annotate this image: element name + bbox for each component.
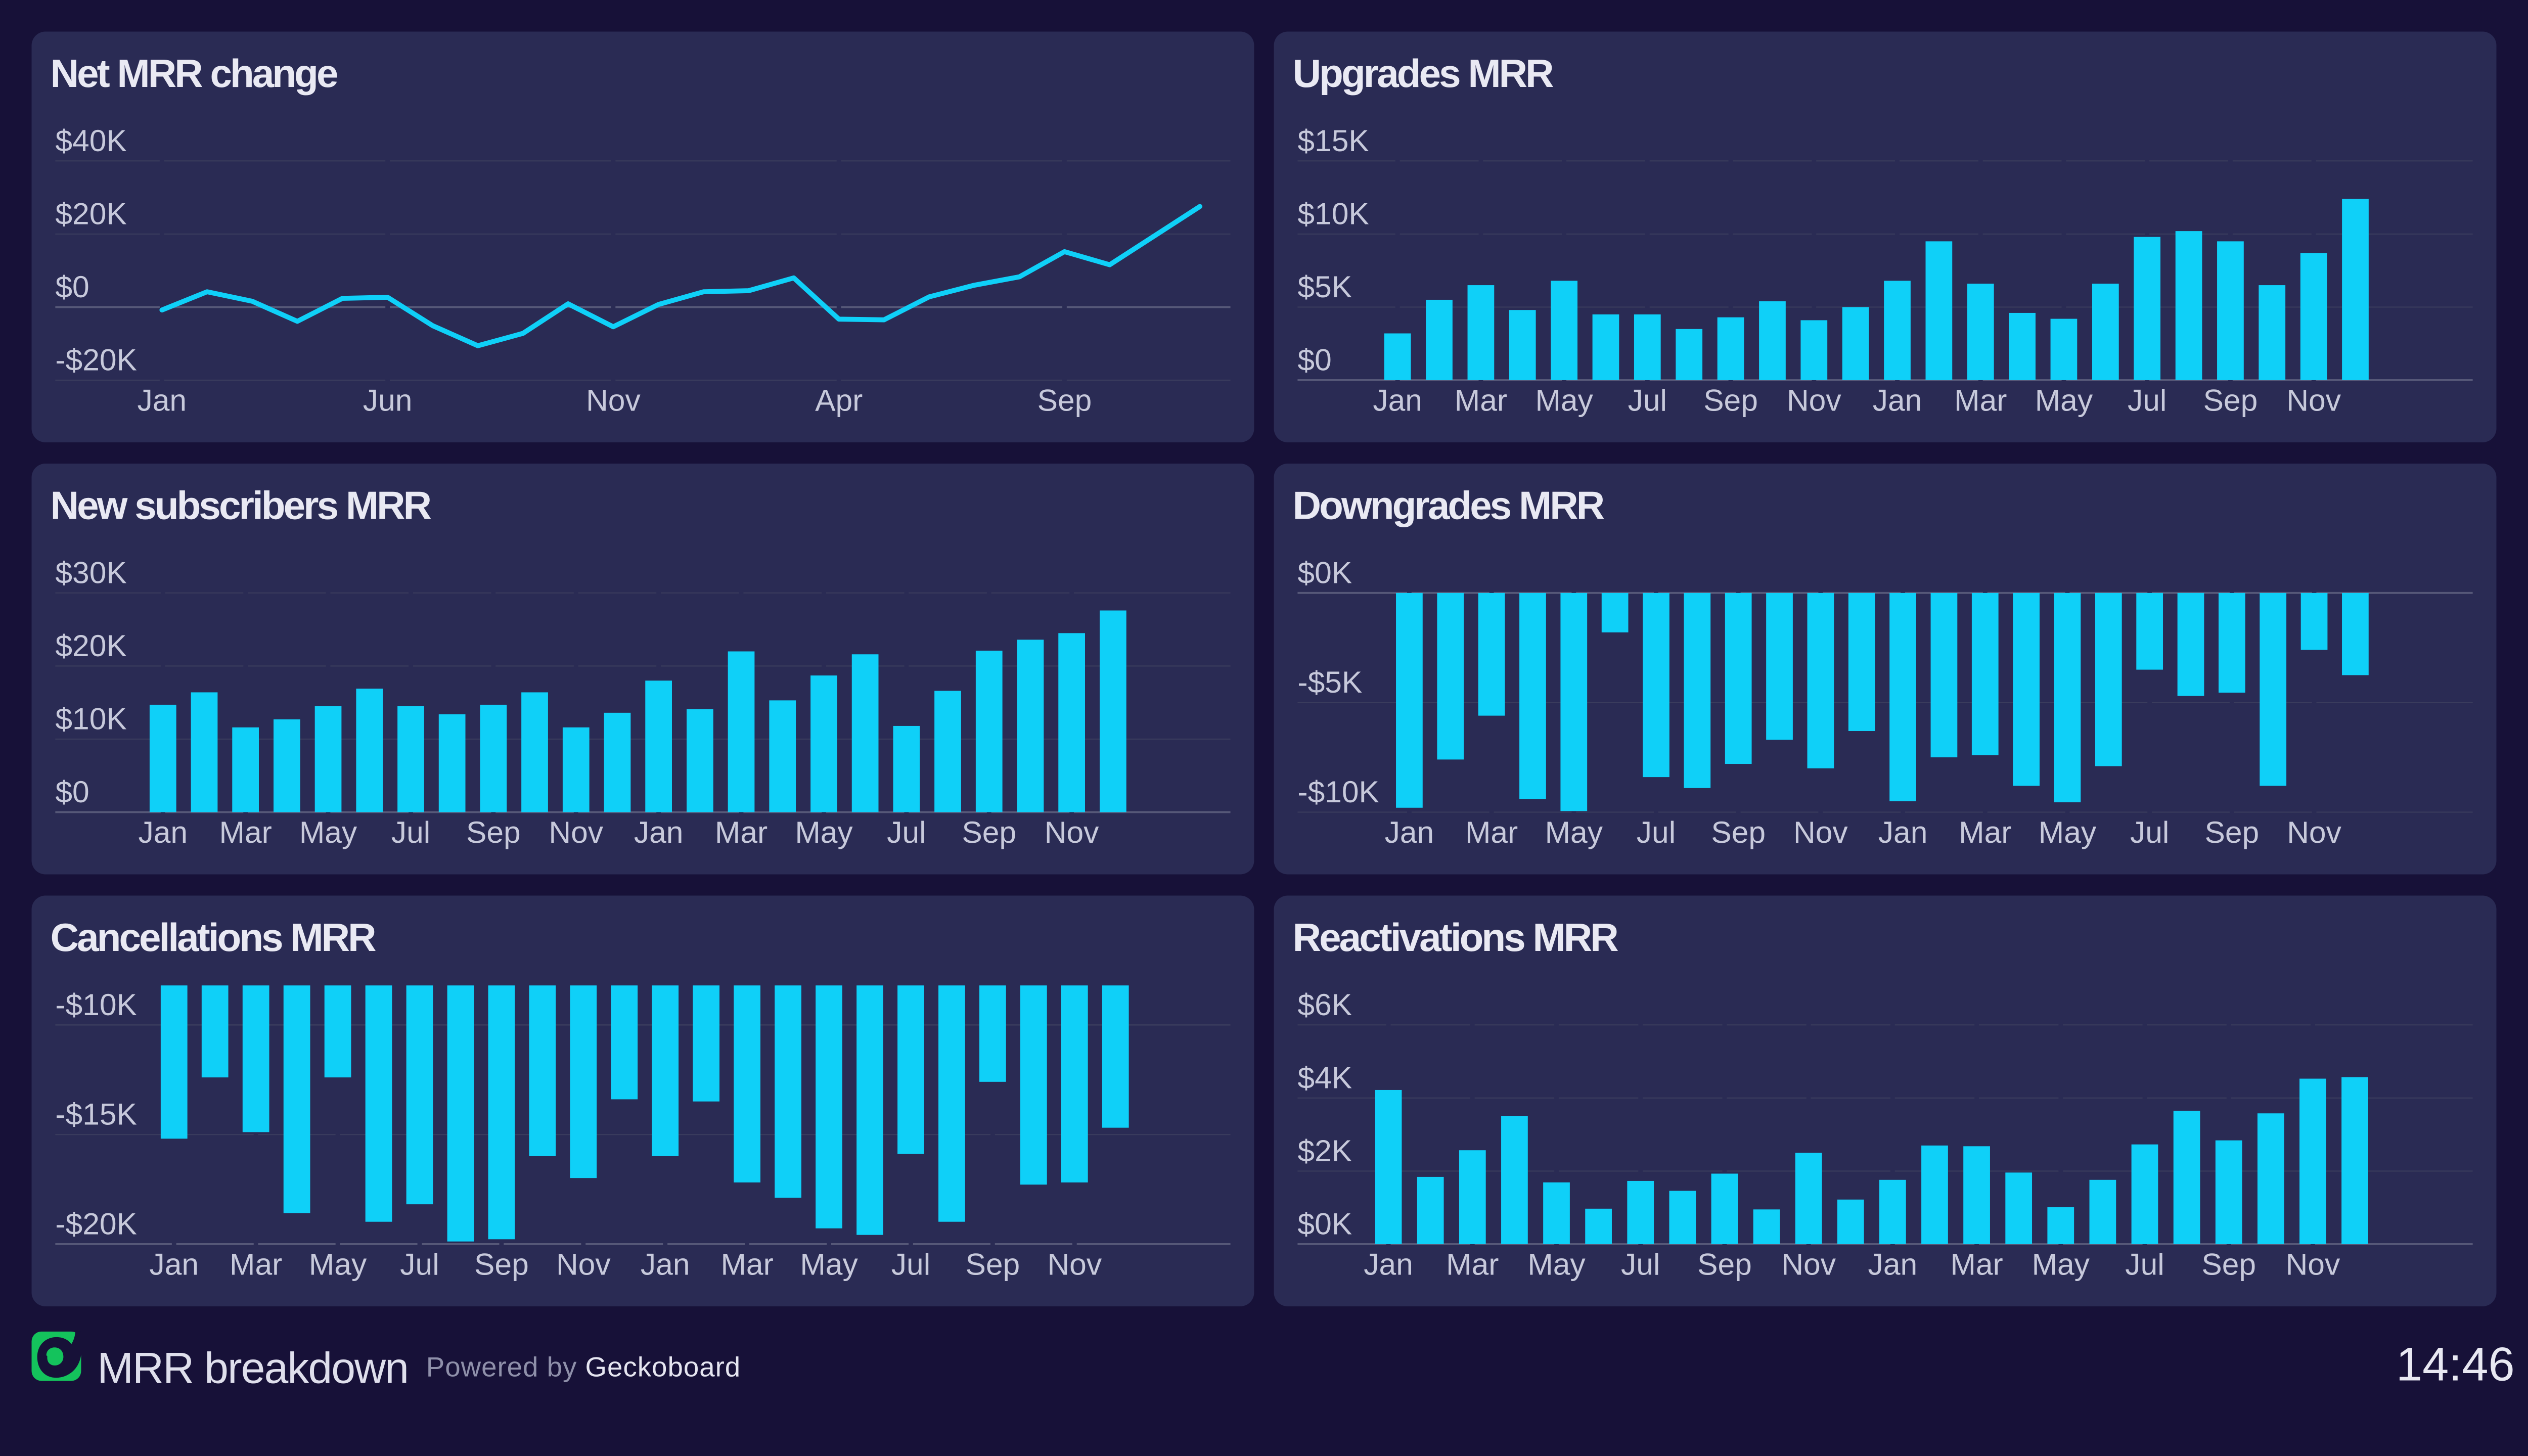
svg-text:May: May bbox=[309, 1247, 367, 1281]
svg-text:-$5K: -$5K bbox=[1297, 665, 1362, 699]
svg-text:May: May bbox=[795, 815, 853, 849]
svg-text:Nov: Nov bbox=[2286, 1247, 2340, 1281]
svg-text:Jan: Jan bbox=[1868, 1247, 1918, 1281]
svg-text:$20K: $20K bbox=[55, 196, 126, 231]
svg-text:Cancellations MRR: Cancellations MRR bbox=[51, 915, 376, 960]
svg-text:Sep: Sep bbox=[2205, 815, 2260, 849]
svg-text:May: May bbox=[299, 815, 357, 849]
svg-text:Sep: Sep bbox=[1697, 1247, 1752, 1281]
svg-text:Upgrades MRR: Upgrades MRR bbox=[1293, 51, 1553, 96]
svg-text:Mar: Mar bbox=[230, 1247, 282, 1281]
svg-text:$0: $0 bbox=[55, 775, 89, 809]
svg-text:-$20K: -$20K bbox=[55, 1206, 137, 1241]
svg-text:Nov: Nov bbox=[586, 383, 641, 418]
svg-text:Mar: Mar bbox=[1455, 383, 1507, 418]
svg-text:$0: $0 bbox=[1297, 342, 1331, 377]
svg-text:Sep: Sep bbox=[1711, 815, 1766, 849]
svg-text:Nov: Nov bbox=[2286, 383, 2341, 418]
svg-text:$10K: $10K bbox=[1297, 196, 1369, 231]
svg-text:Jul: Jul bbox=[1637, 815, 1676, 849]
svg-text:Sep: Sep bbox=[962, 815, 1016, 849]
svg-text:Jan: Jan bbox=[1373, 383, 1422, 418]
svg-text:$0K: $0K bbox=[1297, 1206, 1352, 1241]
svg-text:Nov: Nov bbox=[2287, 815, 2341, 849]
svg-text:Nov: Nov bbox=[1781, 1247, 1836, 1281]
svg-text:May: May bbox=[2035, 383, 2093, 418]
svg-text:Jan: Jan bbox=[1385, 815, 1434, 849]
svg-text:Nov: Nov bbox=[1045, 815, 1099, 849]
svg-text:Jul: Jul bbox=[2130, 815, 2169, 849]
svg-text:$5K: $5K bbox=[1297, 269, 1352, 304]
svg-text:Jan: Jan bbox=[138, 383, 187, 418]
svg-text:$30K: $30K bbox=[55, 555, 126, 589]
svg-text:May: May bbox=[800, 1247, 858, 1281]
svg-text:Jun: Jun bbox=[363, 383, 413, 418]
svg-text:Nov: Nov bbox=[1787, 383, 1841, 418]
svg-text:May: May bbox=[1545, 815, 1603, 849]
svg-text:May: May bbox=[2032, 1247, 2090, 1281]
svg-text:Jul: Jul bbox=[887, 815, 926, 849]
svg-text:$6K: $6K bbox=[1297, 987, 1352, 1022]
svg-text:Jul: Jul bbox=[1628, 383, 1667, 418]
svg-text:Sep: Sep bbox=[1037, 383, 1092, 418]
svg-text:Jul: Jul bbox=[2128, 383, 2166, 418]
svg-text:Net MRR change: Net MRR change bbox=[51, 51, 337, 96]
svg-text:-$15K: -$15K bbox=[55, 1097, 137, 1131]
svg-text:Jan: Jan bbox=[634, 815, 684, 849]
svg-text:Jan: Jan bbox=[138, 815, 188, 849]
svg-text:May: May bbox=[1527, 1247, 1586, 1281]
svg-text:$40K: $40K bbox=[55, 123, 126, 158]
svg-text:-$10K: -$10K bbox=[55, 987, 137, 1022]
svg-text:$15K: $15K bbox=[1297, 123, 1369, 158]
svg-text:$2K: $2K bbox=[1297, 1133, 1352, 1168]
svg-text:$10K: $10K bbox=[55, 701, 126, 736]
svg-text:Jan: Jan bbox=[1878, 815, 1928, 849]
svg-text:Apr: Apr bbox=[815, 383, 863, 418]
svg-text:Nov: Nov bbox=[556, 1247, 611, 1281]
svg-text:Jul: Jul bbox=[1621, 1247, 1660, 1281]
svg-text:Nov: Nov bbox=[549, 815, 603, 849]
svg-text:Mar: Mar bbox=[1959, 815, 2011, 849]
svg-text:May: May bbox=[2039, 815, 2097, 849]
svg-text:Mar: Mar bbox=[715, 815, 768, 849]
svg-text:Jul: Jul bbox=[400, 1247, 439, 1281]
svg-text:Jul: Jul bbox=[2125, 1247, 2164, 1281]
svg-text:$20K: $20K bbox=[55, 628, 126, 663]
svg-text:New subscribers MRR: New subscribers MRR bbox=[51, 483, 431, 527]
svg-text:Sep: Sep bbox=[2201, 1247, 2256, 1281]
svg-text:Mar: Mar bbox=[1954, 383, 2007, 418]
svg-text:Sep: Sep bbox=[2203, 383, 2258, 418]
svg-text:Sep: Sep bbox=[466, 815, 521, 849]
svg-text:Sep: Sep bbox=[966, 1247, 1020, 1281]
svg-text:Mar: Mar bbox=[219, 815, 272, 849]
svg-text:$0K: $0K bbox=[1297, 555, 1352, 589]
svg-text:Mar: Mar bbox=[1465, 815, 1518, 849]
svg-text:Downgrades MRR: Downgrades MRR bbox=[1293, 483, 1604, 527]
svg-text:-$20K: -$20K bbox=[55, 342, 137, 377]
svg-text:Nov: Nov bbox=[1793, 815, 1848, 849]
svg-text:Jul: Jul bbox=[891, 1247, 930, 1281]
svg-text:Jan: Jan bbox=[1364, 1247, 1413, 1281]
svg-text:Mar: Mar bbox=[1446, 1247, 1499, 1281]
svg-text:Reactivations MRR: Reactivations MRR bbox=[1293, 915, 1618, 960]
svg-text:Sep: Sep bbox=[1703, 383, 1758, 418]
svg-text:-$10K: -$10K bbox=[1297, 775, 1379, 809]
svg-text:Mar: Mar bbox=[1950, 1247, 2003, 1281]
svg-text:Sep: Sep bbox=[474, 1247, 529, 1281]
svg-text:$0: $0 bbox=[55, 269, 89, 304]
svg-text:Mar: Mar bbox=[721, 1247, 774, 1281]
svg-text:Nov: Nov bbox=[1047, 1247, 1102, 1281]
svg-text:Jul: Jul bbox=[391, 815, 430, 849]
svg-text:May: May bbox=[1535, 383, 1593, 418]
svg-text:Jan: Jan bbox=[641, 1247, 690, 1281]
svg-text:Jan: Jan bbox=[1873, 383, 1922, 418]
svg-text:Jan: Jan bbox=[149, 1247, 199, 1281]
svg-text:$4K: $4K bbox=[1297, 1060, 1352, 1095]
